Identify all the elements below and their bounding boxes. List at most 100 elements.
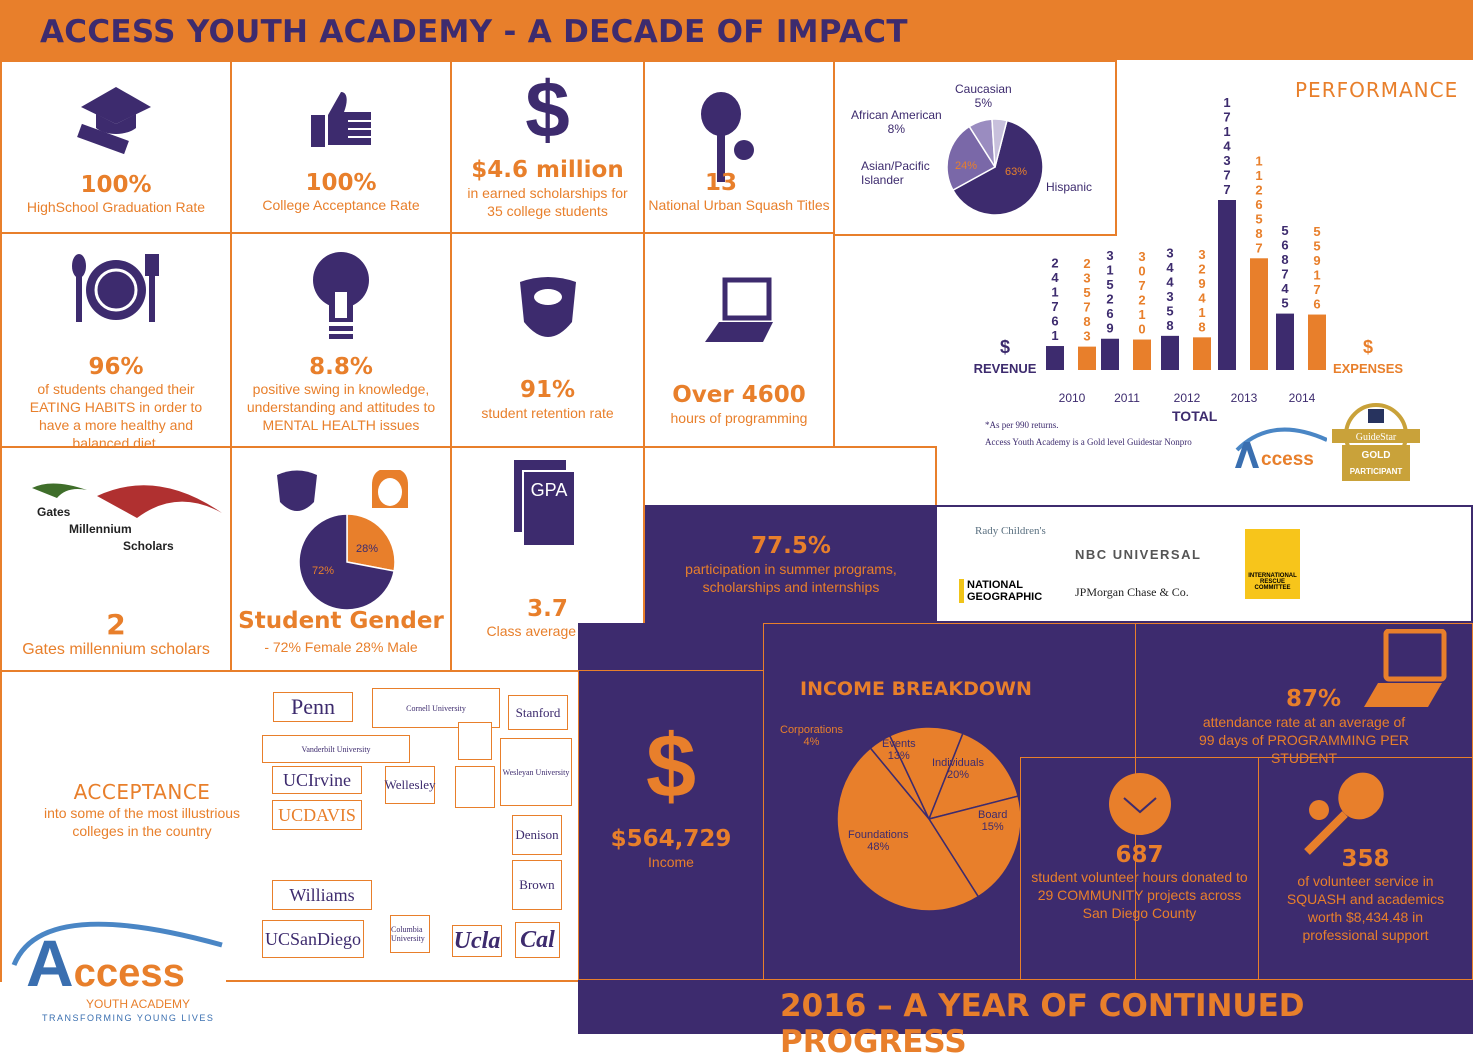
stat-value: 91% <box>519 377 576 403</box>
bar-value-label: 3 <box>1166 245 1173 260</box>
stat-volunteer-service: 358 of volunteer service in SQUASH and a… <box>1258 757 1473 980</box>
bar-value-label: 0 <box>1138 322 1145 337</box>
college-logo: Vanderbilt University <box>262 735 410 763</box>
bar-value-label: 1 <box>1198 305 1205 320</box>
stat-label: student volunteer hours donated to 29 CO… <box>1031 869 1248 921</box>
stat-scholarships: $ $4.6 million in earned scholarships fo… <box>450 60 645 234</box>
stat-label: of students changed their EATING HABITS … <box>29 381 203 451</box>
stat-student-gender: 28% 72% Student Gender - 72% Female 28% M… <box>230 446 452 672</box>
clock-icon <box>1108 773 1171 835</box>
bar-value-label: 8 <box>1083 314 1090 329</box>
stat-programming-hours: Over 4600 hours of programming <box>643 232 835 448</box>
bar-revenue-2012 <box>1161 335 1179 370</box>
stat-label: National Urban Squash Titles <box>648 197 830 213</box>
label-foundations: Foundations 48% <box>848 829 909 853</box>
stat-value: Over 4600 <box>672 382 806 408</box>
stat-label: positive swing in knowledge, understandi… <box>246 381 436 433</box>
header: ACCESS YOUTH ACADEMY - A DECADE OF IMPAC… <box>0 0 1473 60</box>
bar-value-label: 2 <box>1106 292 1113 307</box>
college-logo: Denison <box>512 815 562 855</box>
bar-value-label: 6 <box>1106 306 1113 321</box>
graduation-cap-icon <box>77 87 151 155</box>
college-logo: Cal <box>515 922 560 958</box>
bar-value-label: 7 <box>1281 267 1288 282</box>
stat-college-acceptance: 100% College Acceptance Rate <box>230 60 452 234</box>
pie-slice-caucasian <box>991 118 1008 168</box>
pie-slice-asian-pacific-islander <box>946 125 997 192</box>
stat-label: Class average GPA <box>486 623 609 639</box>
label-asian: Asian/Pacific Islander <box>861 159 930 187</box>
stat-summer-programs: 77.5% participation in summer programs, … <box>645 505 937 623</box>
stat-value: 96% <box>88 354 144 380</box>
stat-eating-habits: 96% of students changed their EATING HAB… <box>0 232 232 451</box>
college-seal <box>458 722 492 760</box>
stat-income: $ $564,729 Income <box>578 670 764 980</box>
bar-value-label: 7 <box>1223 182 1230 197</box>
bar-value-label: 3 <box>1083 329 1090 344</box>
stat-value: $4.6 million <box>471 157 624 183</box>
pie-slice-female <box>298 513 396 610</box>
label-hispanic: Hispanic <box>1046 180 1093 194</box>
x-tick-label: 2013 <box>1231 391 1258 405</box>
bar-value-label: 5 <box>1106 277 1113 292</box>
label-events: Events 13% <box>882 738 916 762</box>
partner-natgeo: NATIONAL GEOGRAPHIC <box>959 579 1049 603</box>
bar-value-label: 4 <box>1223 139 1231 154</box>
guidestar-badge: GuideStar GOLD PARTICIPANT <box>1330 403 1422 483</box>
lightbulb-icon <box>313 252 369 339</box>
bar-revenue-2011 <box>1101 338 1119 370</box>
pie-slice-events <box>888 726 964 821</box>
bar-value-label: 7 <box>1255 240 1262 255</box>
bar-value-label: 4 <box>1166 274 1174 289</box>
income-title: INCOME BREAKDOWN <box>800 678 1032 700</box>
income-pie <box>836 726 1022 912</box>
stat-label: of volunteer service in SQUASH and acade… <box>1286 873 1445 943</box>
bar-value-label: 2 <box>1255 182 1262 197</box>
partner-nbc: NBC UNIVERSAL <box>1075 547 1202 562</box>
stat-value: 358 <box>1341 846 1390 872</box>
logo-swoosh <box>11 921 223 966</box>
stat-graduation: 100% HighSchool Graduation Rate <box>0 60 232 234</box>
college-logo: Cornell University <box>372 688 500 728</box>
college-logo: Wesleyan University <box>500 738 572 806</box>
stat-value: 100% <box>80 172 152 198</box>
student-icon <box>519 277 576 337</box>
bar-value-label: 5 <box>1083 285 1090 300</box>
bar-value-label: 6 <box>1313 297 1320 312</box>
gates-logo: Gates Millennium Scholars <box>32 483 222 553</box>
bar-revenue-2010 <box>1046 346 1064 370</box>
demographics-pie-box: Caucasian 5% African American 8% Asian/Pac… <box>833 60 1117 236</box>
bar-value-label: 3 <box>1223 153 1230 168</box>
x-tick-label: 2014 <box>1289 391 1316 405</box>
plate-icon <box>72 254 159 322</box>
label-board: Board 15% <box>978 809 1008 833</box>
acceptance-title: ACCEPTANCE <box>73 780 211 804</box>
bar-value-label: 7 <box>1313 282 1320 297</box>
performance-bar-chart: 2417612357832010315269307210201134435832… <box>974 95 1404 405</box>
bar-value-label: 9 <box>1106 321 1113 336</box>
bar-value-label: 1 <box>1255 153 1262 168</box>
stat-value: 2 <box>106 608 126 641</box>
stat-value: 13 <box>705 170 738 196</box>
stat-attendance: 87% attendance rate at an average of 99 … <box>1135 623 1473 766</box>
bar-value-label: 5 <box>1281 296 1288 311</box>
partner-jpmorgan: JPMorgan Chase & Co. <box>1075 585 1189 599</box>
bar-value-label: 4 <box>1198 290 1206 305</box>
stat-label: HighSchool Graduation Rate <box>26 199 206 215</box>
bar-value-label: 5 <box>1281 223 1288 238</box>
acceptance-text: into some of the most illustrious colleg… <box>43 805 241 839</box>
page-title: ACCESS YOUTH ACADEMY - A DECADE OF IMPAC… <box>40 14 908 50</box>
college-logo: Columbia University <box>390 915 430 953</box>
pie-slice-hispanic <box>951 119 1044 216</box>
x-tick-label: 2012 <box>1174 391 1201 405</box>
label-individuals: Individuals 20% <box>932 757 984 781</box>
bar-value-label: 2 <box>1051 256 1058 271</box>
laptop-icon <box>705 277 773 342</box>
bar-value-label: 1 <box>1051 328 1058 343</box>
bar-value-label: 9 <box>1198 276 1205 291</box>
stat-volunteer-hours: 687 student volunteer hours donated to 2… <box>1020 757 1259 980</box>
bar-value-label: 1 <box>1313 268 1320 283</box>
x-tick-label: 2011 <box>1114 391 1140 405</box>
bar-value-label: 4 <box>1166 260 1174 275</box>
college-logo: UCDAVIS <box>272 800 362 830</box>
